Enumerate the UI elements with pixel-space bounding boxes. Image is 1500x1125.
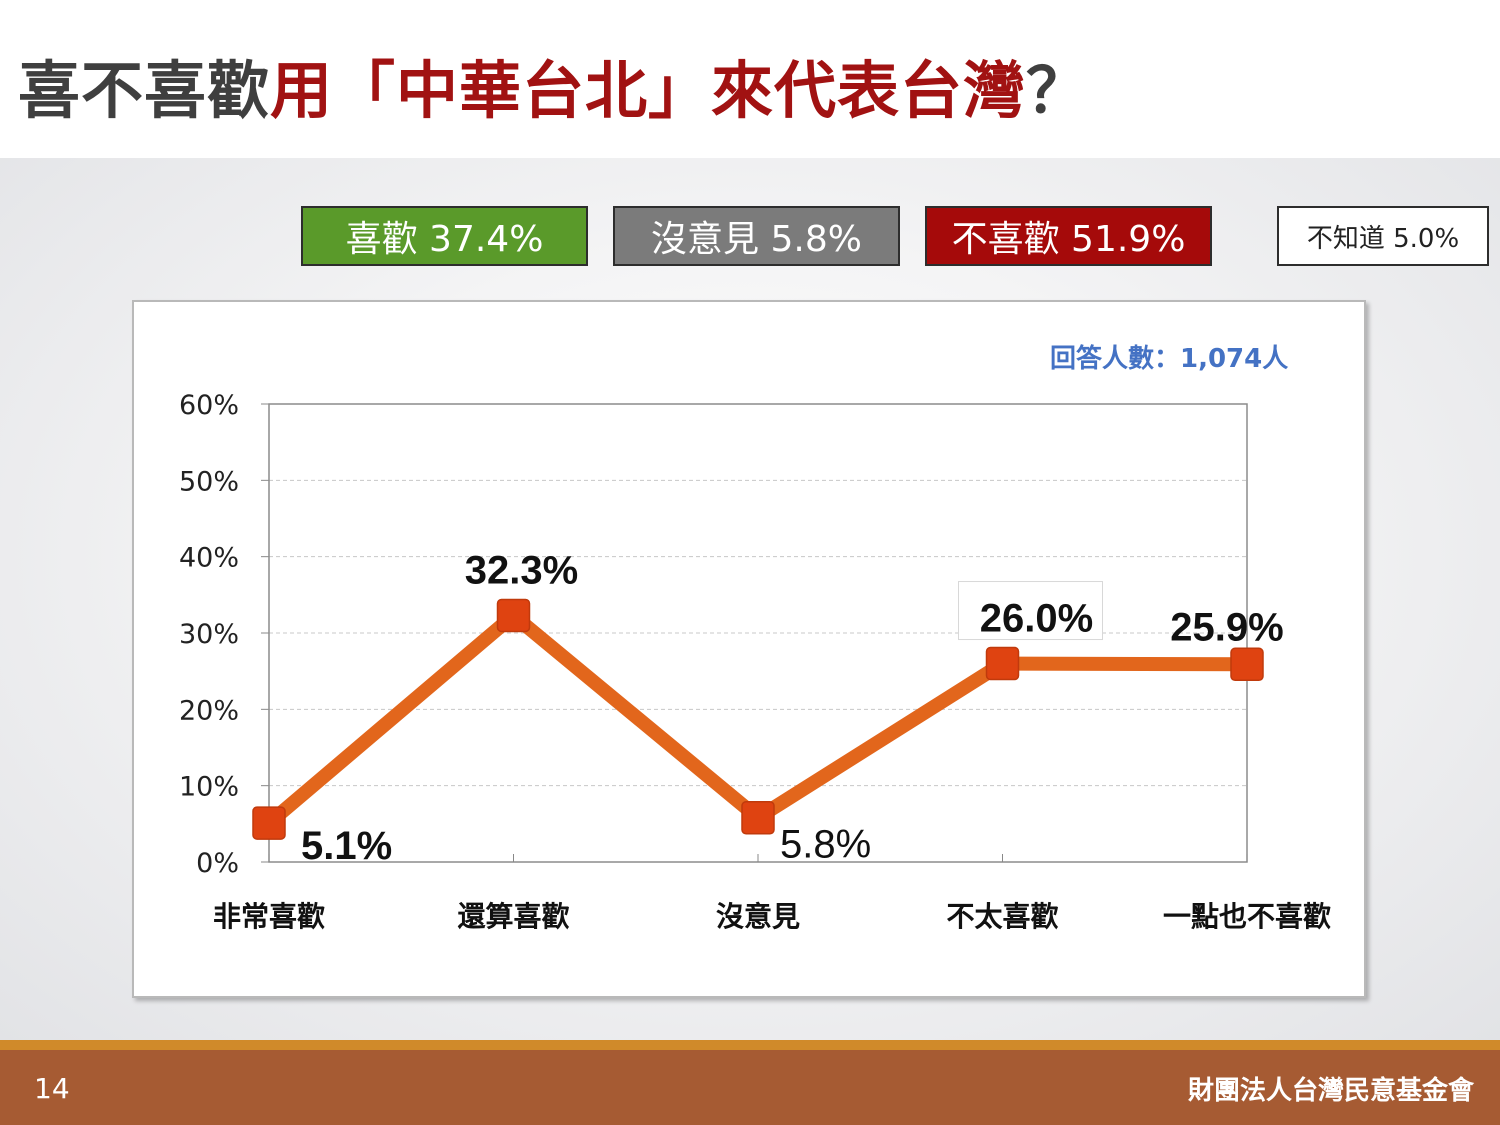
data-series xyxy=(252,598,1264,840)
series-line xyxy=(264,606,1248,829)
line-chart: 0% 10% 20% 30% 40% 50% 60% 非常喜歡 還算喜歡 沒意見 不太喜歡 一點也不喜… xyxy=(179,390,1331,933)
data-label-backdrop xyxy=(958,581,1103,641)
x-category-label: 還算喜歡 xyxy=(457,900,569,933)
title-part-3: ？ xyxy=(1026,54,1090,127)
data-labels: 5.1% 32.3% 5.8% 26.0% 25.9% xyxy=(301,548,1284,868)
summary-badge-unknown: 不知道 5.0% xyxy=(1277,206,1489,266)
y-tick-label: 50% xyxy=(179,466,239,497)
page-number: 14 xyxy=(34,1072,70,1105)
slide-header: 喜不喜歡用「中華台北」來代表台灣？ xyxy=(0,0,1500,158)
data-point xyxy=(252,806,286,840)
y-tick-label: 0% xyxy=(196,848,239,879)
organization-name: 財團法人台灣民意基金會 xyxy=(1187,1076,1474,1106)
data-label: 5.8% xyxy=(780,823,871,867)
y-tick-label: 40% xyxy=(179,543,239,574)
data-label: 32.3% xyxy=(465,548,578,592)
chart-frame xyxy=(132,300,1366,998)
x-category-label: 非常喜歡 xyxy=(213,900,325,933)
summary-badge-dislike: 不喜歡 51.9% xyxy=(925,206,1212,266)
data-point xyxy=(985,646,1020,681)
summary-badge-neutral: 沒意見 5.8% xyxy=(613,206,900,266)
slide-footer xyxy=(0,1050,1500,1125)
summary-badge-like: 喜歡 37.4% xyxy=(301,206,588,266)
data-point xyxy=(1230,647,1264,682)
y-tick-label: 60% xyxy=(179,390,239,421)
data-label: 5.1% xyxy=(301,824,392,868)
title-part-2: 用「中華台北」來代表台灣 xyxy=(270,54,1027,127)
slide-title: 喜不喜歡用「中華台北」來代表台灣？ xyxy=(18,40,1089,130)
footer-stripe xyxy=(0,1040,1500,1050)
data-label: 26.0% xyxy=(980,597,1093,641)
respondent-count: 回答人數：1,074人 xyxy=(1050,344,1289,374)
data-label: 25.9% xyxy=(1170,605,1283,649)
y-tick-label: 30% xyxy=(179,619,239,650)
x-category-label: 不太喜歡 xyxy=(946,900,1058,933)
y-tick-label: 20% xyxy=(179,695,239,726)
data-point xyxy=(741,800,775,835)
x-category-label: 沒意見 xyxy=(716,900,800,933)
x-category-label: 一點也不喜歡 xyxy=(1163,900,1331,933)
y-tick-label: 10% xyxy=(179,772,239,803)
chart-axes: 0% 10% 20% 30% 40% 50% 60% 非常喜歡 還算喜歡 沒意見 不太喜歡 一點也不喜… xyxy=(179,390,1331,933)
data-point xyxy=(496,598,531,633)
title-part-1: 喜不喜歡 xyxy=(18,54,271,127)
